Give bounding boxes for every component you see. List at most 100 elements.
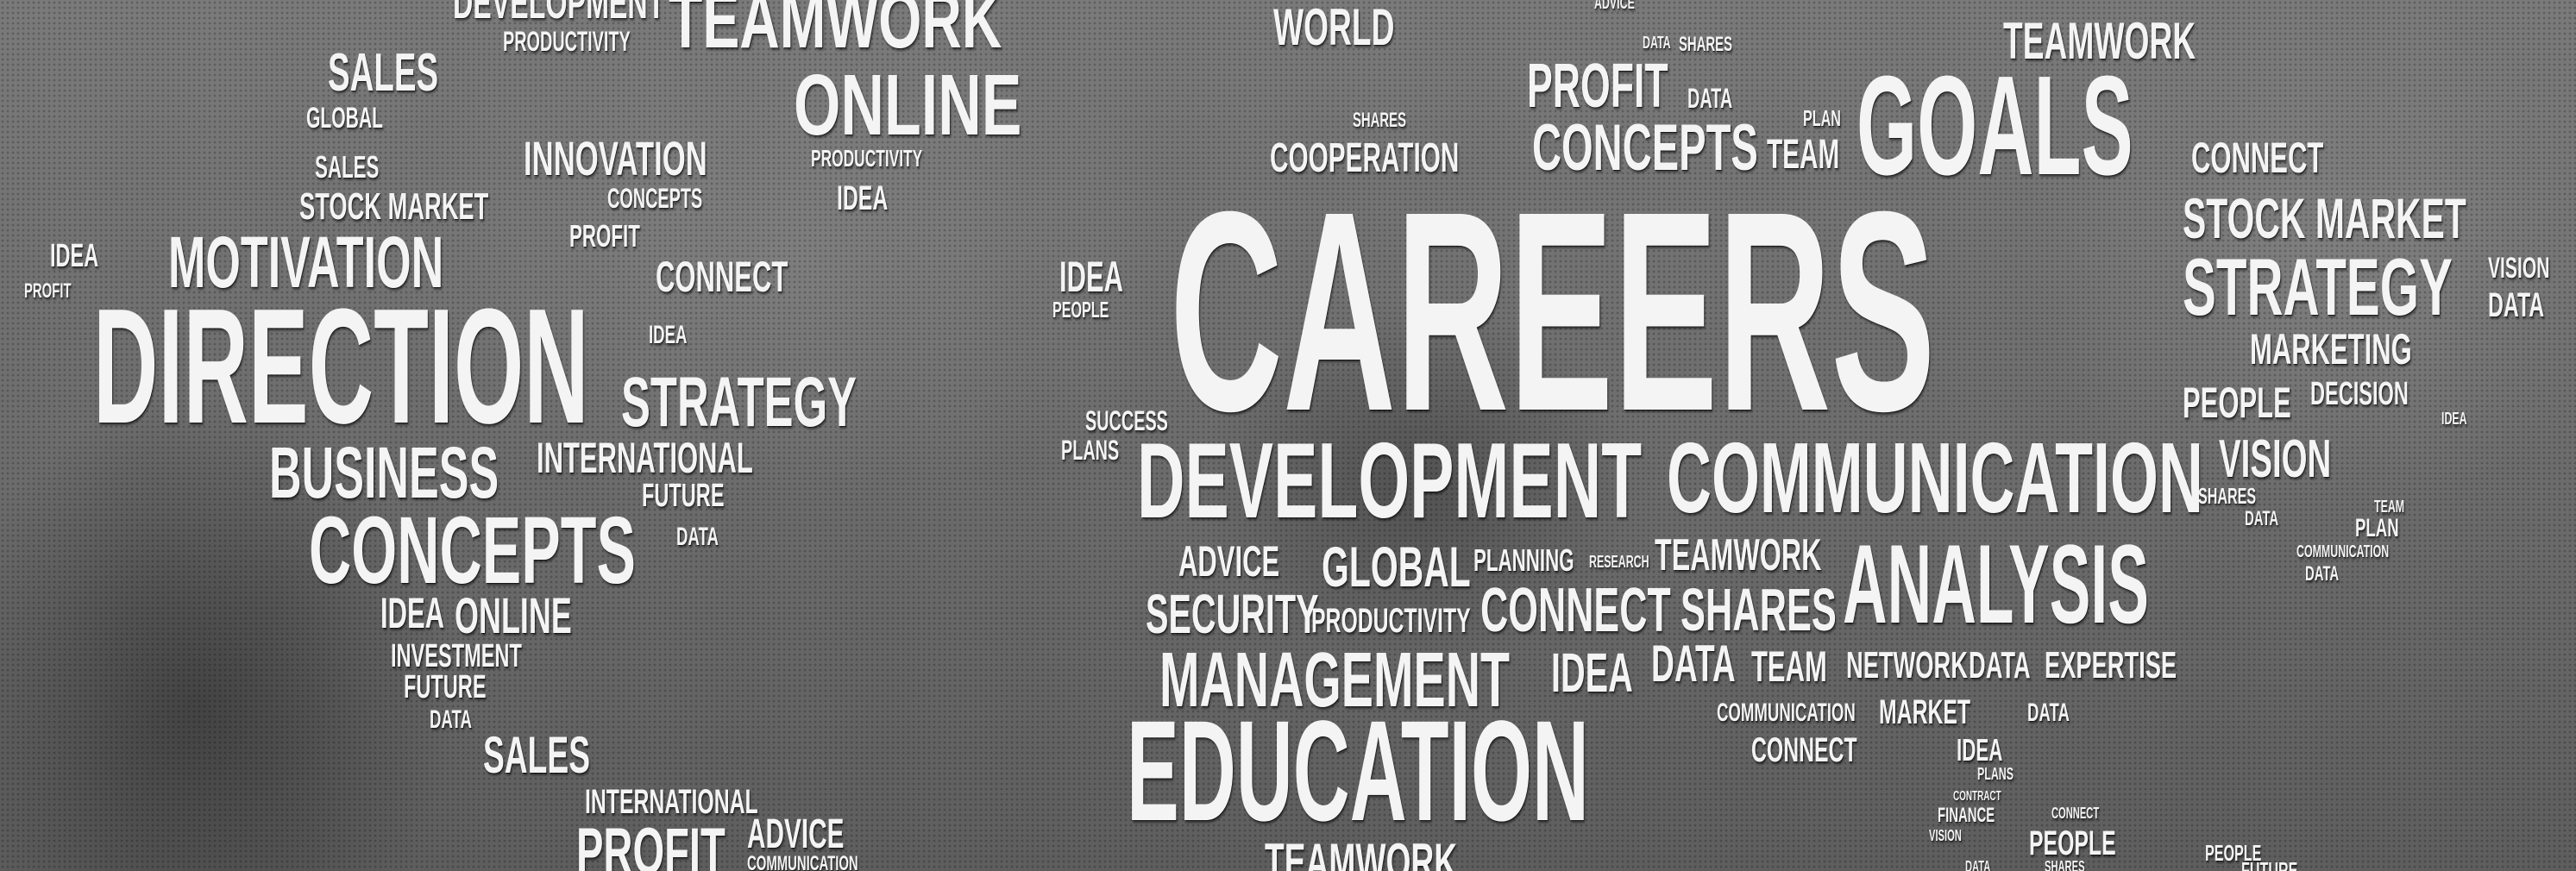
word-planning: PLANNING — [1473, 542, 1574, 578]
word-education: EDUCATION — [1127, 692, 1589, 851]
word-connect-tiny: CONNECT — [2051, 805, 2100, 822]
word-communication-bottom: COMMUNICATION — [747, 852, 858, 871]
word-careers: CAREERS — [1170, 152, 1936, 470]
word-people-right: PEOPLE — [2183, 379, 2291, 427]
word-stock-market-left: STOCK MARKET — [299, 185, 489, 228]
word-international-bottom: INTERNATIONAL — [585, 783, 758, 821]
word-communication-tiny: COMMUNICATION — [2296, 542, 2390, 561]
word-concepts-left: CONCEPTS — [309, 498, 636, 604]
word-concepts-small: CONCEPTS — [607, 183, 703, 214]
word-data-bottom: DATA — [1965, 858, 1991, 871]
word-team-top: TEAM — [1767, 132, 1840, 178]
word-business: BUSINESS — [269, 432, 499, 513]
word-shares-mid: SHARES — [2198, 483, 2257, 509]
word-idea-tiny: IDEA — [2441, 410, 2467, 429]
word-plans-left: PLANS — [1061, 435, 1120, 466]
word-teamwork-top: TEAMWORK — [669, 0, 1002, 65]
word-development-main: DEVELOPMENT — [1137, 422, 1643, 541]
word-security: SECURITY — [1146, 583, 1319, 645]
word-idea-mgmt: IDEA — [1551, 642, 1633, 704]
word-profit-bottom: PROFIT — [576, 815, 726, 871]
word-stock-market-right: STOCK MARKET — [2183, 186, 2466, 250]
word-teamwork-bottom: TEAMWORK — [1265, 833, 1458, 871]
word-profit-top: PROFIT — [1527, 52, 1668, 121]
word-people-left: PEOPLE — [1052, 297, 1109, 323]
word-data-left2: DATA — [430, 705, 472, 734]
word-online-top: ONLINE — [794, 57, 1022, 154]
word-finance: FINANCE — [1938, 804, 1995, 827]
word-idea-center: IDEA — [1059, 253, 1124, 301]
word-strategy-right: STRATEGY — [2183, 241, 2453, 332]
word-future-bottom: FUTURE — [404, 669, 487, 705]
word-market: MARKET — [1879, 693, 1971, 731]
word-future-left: FUTURE — [642, 478, 725, 514]
word-data-top: DATA — [1643, 34, 1671, 53]
word-data-right: DATA — [2488, 286, 2545, 324]
word-contract: CONTRACT — [1953, 789, 2001, 804]
word-vision-tiny: VISION — [1929, 827, 1962, 844]
word-direction: DIRECTION — [93, 275, 589, 458]
word-productivity-mid: PRODUCTIVITY — [1311, 602, 1471, 640]
word-decision: DECISION — [2310, 376, 2409, 412]
word-goals: GOALS — [1857, 47, 2133, 204]
word-shares-tiny: SHARES — [2045, 858, 2085, 871]
word-data-top2: DATA — [1687, 83, 1733, 114]
word-communication-main: COMMUNICATION — [1667, 422, 2203, 534]
word-connect-right: CONNECT — [2191, 134, 2324, 182]
word-productivity-online: PRODUCTIVITY — [811, 145, 923, 172]
word-motivation: MOTIVATION — [168, 222, 444, 303]
word-success: SUCCESS — [1085, 405, 1168, 436]
word-data-left: DATA — [676, 523, 719, 551]
word-cooperation: COOPERATION — [1270, 135, 1460, 181]
word-connect-bottom: CONNECT — [1751, 731, 1857, 769]
word-strategy-left: STRATEGY — [621, 363, 858, 442]
word-shares-small: SHARES — [1353, 109, 1407, 132]
word-plans-small: PLANS — [1977, 765, 2014, 784]
word-sales-top: SALES — [328, 43, 439, 103]
word-idea-small: IDEA — [649, 321, 688, 349]
word-people-bottom: PEOPLE — [2029, 824, 2116, 862]
word-teamwork-mid: TEAMWORK — [1655, 530, 1822, 580]
word-global-mid: GLOBAL — [1322, 535, 1471, 598]
word-idea-far-left: IDEA — [50, 238, 99, 274]
word-advice-top: ADVICE — [1594, 0, 1635, 13]
word-idea-mid: IDEA — [380, 589, 445, 637]
word-idea-left: IDEA — [837, 179, 889, 217]
word-shares-bottom: SHARES — [1681, 576, 1837, 643]
word-data-mid: DATA — [1651, 635, 1736, 692]
word-team-mid: TEAM — [1751, 642, 1827, 691]
word-data-mid2: DATA — [1969, 644, 2031, 686]
word-investment: INVESTMENT — [391, 638, 522, 674]
word-future-br: FUTURE — [2241, 857, 2298, 871]
word-advice-mid: ADVICE — [1178, 537, 1280, 586]
word-advice-bottom: ADVICE — [747, 811, 845, 857]
word-vision-mid: VISION — [2219, 429, 2332, 489]
word-data-small-right: DATA — [2245, 507, 2279, 530]
word-concepts-top: CONCEPTS — [1532, 111, 1758, 185]
word-marketing: MARKETING — [2250, 325, 2412, 373]
word-innovation: INNOVATION — [524, 131, 707, 185]
word-profit-small: PROFIT — [24, 279, 72, 303]
word-communication-small: COMMUNICATION — [1717, 699, 1856, 727]
word-teamwork-right: TEAMWORK — [2003, 12, 2196, 70]
word-vision-right: VISION — [2488, 252, 2550, 285]
word-productivity-top: PRODUCTIVITY — [503, 26, 631, 57]
word-plan-top: PLAN — [1803, 105, 1841, 131]
word-development-top: DEVELOPMENT — [453, 0, 665, 28]
word-team-small: TEAM — [2374, 498, 2405, 517]
word-management: MANAGEMENT — [1159, 637, 1511, 724]
word-network: NETWORK — [1846, 644, 1968, 686]
word-idea-bottom-right: IDEA — [1957, 732, 2003, 768]
word-data-small-right2: DATA — [2305, 562, 2340, 586]
word-connect-left: CONNECT — [656, 253, 789, 301]
word-people-br: PEOPLE — [2205, 840, 2262, 866]
word-analysis: ANALYSIS — [1843, 521, 2149, 647]
word-international-left: INTERNATIONAL — [537, 434, 753, 482]
word-expertise: EXPERTISE — [2045, 644, 2177, 686]
word-profit-left: PROFIT — [569, 218, 640, 254]
word-sales-bottom: SALES — [483, 726, 591, 784]
word-world: WORLD — [1273, 0, 1395, 56]
word-research: RESEARCH — [1589, 553, 1649, 572]
word-connect-mid: CONNECT — [1480, 576, 1671, 645]
